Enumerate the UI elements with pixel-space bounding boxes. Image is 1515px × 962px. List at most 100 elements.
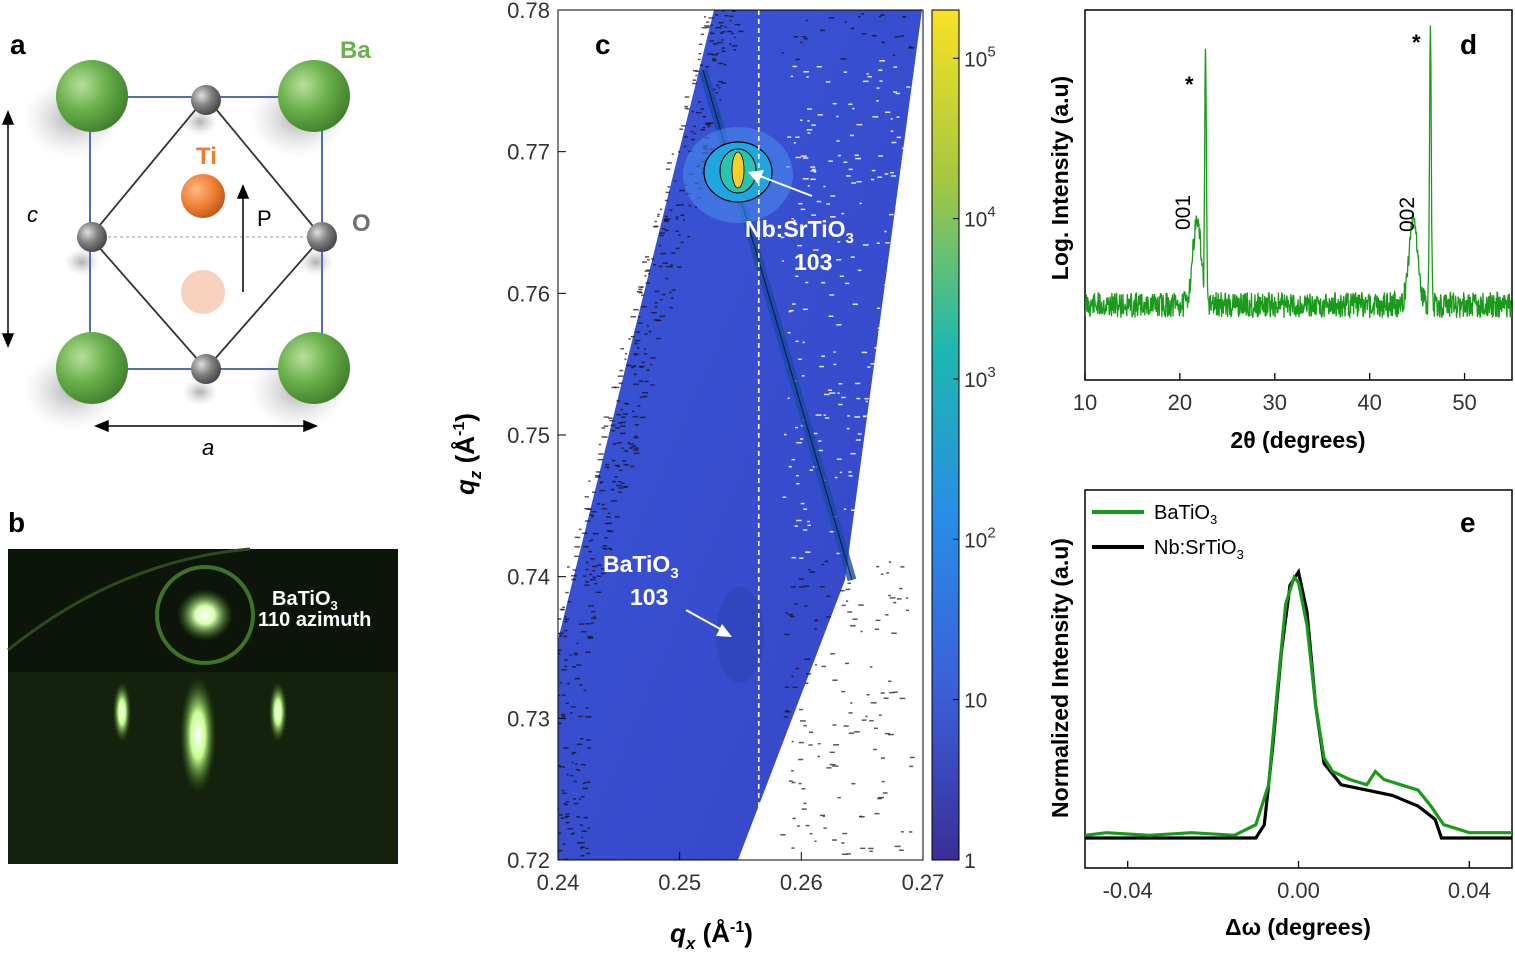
- noise-speckle: [646, 269, 651, 271]
- noise-speckle: [891, 436, 895, 438]
- noise-speckle: [729, 19, 732, 22]
- noise-speckle: [585, 739, 592, 741]
- noise-speckle: [894, 441, 899, 444]
- noise-speckle: [641, 305, 647, 308]
- lattice-a-label: a: [202, 435, 214, 460]
- noise-speckle: [620, 408, 623, 411]
- noise-speckle: [611, 386, 617, 389]
- noise-speckle: [560, 817, 564, 819]
- noise-speckle: [799, 586, 805, 588]
- noise-speckle: [552, 683, 556, 685]
- noise-speckle: [892, 536, 897, 539]
- noise-speckle: [826, 616, 831, 618]
- noise-speckle: [595, 476, 601, 478]
- noise-speckle: [729, 43, 732, 45]
- noise-speckle: [797, 825, 800, 827]
- noise-speckle: [837, 796, 841, 799]
- noise-speckle: [676, 204, 682, 206]
- noise-speckle: [848, 712, 853, 714]
- rsm-y-tick-label: 0.75: [507, 423, 550, 448]
- xrd-x-tick-label: 40: [1357, 390, 1381, 415]
- noise-speckle: [787, 397, 790, 400]
- noise-speckle: [683, 136, 688, 138]
- noise-speckle: [841, 396, 846, 399]
- noise-speckle: [665, 191, 671, 194]
- noise-speckle: [882, 432, 889, 435]
- noise-speckle: [549, 798, 554, 800]
- noise-speckle: [856, 180, 862, 183]
- noise-speckle: [888, 594, 891, 597]
- noise-speckle: [840, 58, 847, 60]
- noise-speckle: [692, 69, 698, 72]
- noise-speckle: [791, 556, 797, 559]
- noise-speckle: [817, 742, 821, 745]
- noise-speckle: [891, 239, 898, 242]
- noise-speckle: [700, 33, 705, 36]
- noise-speckle: [808, 568, 811, 571]
- noise-speckle: [883, 697, 889, 699]
- noise-speckle: [810, 178, 816, 181]
- noise-speckle: [588, 550, 593, 553]
- noise-speckle: [588, 480, 591, 482]
- rsm-axes: 0.24 0.25 0.26 0.27 0.72 0.73 0.74 0.75 0.76 0.77…: [507, 0, 944, 895]
- noise-speckle: [887, 297, 890, 299]
- noise-speckle: [797, 244, 802, 247]
- noise-speckle: [847, 582, 852, 585]
- noise-speckle: [809, 832, 813, 835]
- noise-speckle: [551, 766, 554, 768]
- noise-speckle: [871, 525, 877, 528]
- noise-speckle: [700, 129, 705, 131]
- noise-speckle: [798, 782, 802, 785]
- noise-speckle: [667, 186, 671, 188]
- noise-speckle: [791, 458, 796, 461]
- rheed-ring: [155, 565, 255, 665]
- noise-speckle: [691, 110, 694, 113]
- noise-speckle: [601, 436, 605, 438]
- rocking-y-axis-title: Normalized Intensity (a.u): [1047, 538, 1073, 818]
- noise-speckle: [856, 123, 863, 126]
- noise-speckle: [838, 383, 843, 385]
- noise-speckle: [675, 216, 679, 218]
- noise-speckle: [584, 496, 589, 498]
- noise-speckle: [601, 508, 607, 510]
- noise-speckle: [563, 747, 569, 749]
- noise-speckle: [555, 682, 557, 684]
- rsm-x-tick-label: 0.24: [537, 870, 580, 895]
- noise-speckle: [651, 311, 657, 314]
- noise-speckle: [706, 21, 710, 23]
- noise-speckle: [905, 446, 908, 448]
- noise-speckle: [869, 719, 874, 722]
- noise-speckle: [790, 75, 794, 78]
- noise-speckle: [886, 572, 890, 574]
- noise-speckle: [811, 124, 816, 126]
- noise-speckle: [638, 292, 643, 294]
- noise-speckle: [577, 769, 581, 772]
- noise-speckle: [549, 732, 555, 734]
- noise-speckle: [837, 392, 840, 394]
- noise-speckle: [700, 108, 704, 110]
- noise-speckle: [651, 258, 654, 260]
- noise-speckle: [843, 508, 847, 510]
- rheed-streak-right: [269, 682, 287, 742]
- noise-speckle: [559, 682, 563, 684]
- noise-speckle: [584, 581, 589, 583]
- noise-speckle: [847, 415, 851, 417]
- noise-speckle: [590, 539, 594, 541]
- noise-speckle: [909, 209, 914, 211]
- noise-speckle: [870, 702, 877, 704]
- noise-speckle: [630, 335, 635, 338]
- noise-speckle: [587, 635, 593, 638]
- noise-speckle: [588, 605, 594, 607]
- noise-speckle: [670, 252, 676, 254]
- noise-speckle: [681, 204, 684, 206]
- noise-speckle: [792, 686, 798, 689]
- noise-speckle: [599, 482, 602, 484]
- noise-speckle: [588, 540, 592, 542]
- noise-speckle: [621, 447, 624, 449]
- rocking-legend: BaTiO3 Nb:SrTiO3: [1092, 502, 1244, 562]
- noise-speckle: [900, 197, 907, 200]
- noise-speckle: [800, 41, 803, 44]
- noise-speckle: [889, 454, 895, 457]
- noise-speckle: [614, 464, 620, 467]
- noise-speckle: [644, 333, 648, 335]
